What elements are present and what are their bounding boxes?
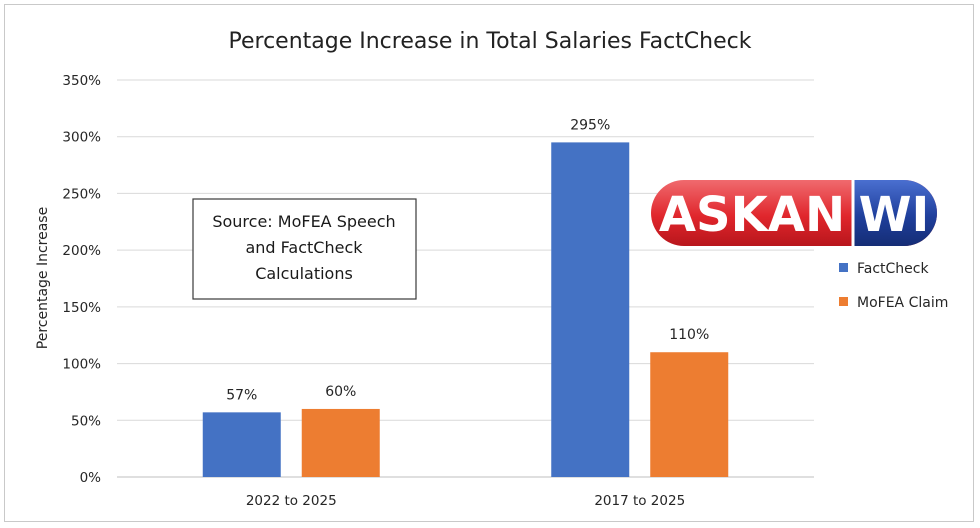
data-label: 57%: [226, 387, 257, 403]
y-tick-label: 150%: [62, 300, 101, 316]
annotation-line-3: Calculations: [255, 264, 353, 283]
bar-mofea-claim: [650, 352, 729, 477]
bar-factcheck: [551, 142, 630, 477]
annotation-line-1: Source: MoFEA Speech: [212, 212, 395, 231]
legend: FactCheck MoFEA Claim: [839, 261, 948, 311]
y-axis-ticks: 0% 50% 100% 150% 200% 250% 300% 350%: [62, 73, 101, 486]
logo-text-wi: WI: [859, 187, 930, 243]
logo-blue-segment: [853, 180, 937, 246]
legend-swatch: [839, 263, 848, 272]
logo-text-askan: ASKAN: [659, 187, 845, 243]
askanwi-logo: ASKAN WI: [651, 180, 937, 246]
y-axis-label: Percentage Increase: [35, 207, 51, 349]
y-tick-label: 300%: [62, 130, 101, 146]
data-label: 60%: [325, 384, 356, 400]
x-axis-ticks: 2022 to 2025 2017 to 2025: [246, 493, 685, 509]
y-tick-label: 0%: [80, 470, 102, 486]
chart-frame: [4, 4, 974, 522]
y-tick-label: 350%: [62, 73, 101, 89]
annotation-line-2: and FactCheck: [245, 238, 363, 257]
bar-factcheck: [202, 412, 281, 477]
y-tick-label: 200%: [62, 243, 101, 259]
chart-title: Percentage Increase in Total Salaries Fa…: [229, 29, 752, 54]
data-label: 295%: [570, 117, 610, 133]
data-label: 110%: [669, 327, 709, 343]
bar-mofea-claim: [301, 408, 380, 477]
y-tick-label: 50%: [71, 413, 101, 429]
legend-label: MoFEA Claim: [857, 295, 948, 311]
data-labels: 57% 60% 295% 110%: [226, 117, 709, 403]
source-annotation: Source: MoFEA Speech and FactCheck Calcu…: [192, 198, 417, 300]
y-tick-label: 250%: [62, 186, 101, 202]
legend-swatch: [839, 297, 848, 306]
annotation-box: [192, 198, 417, 300]
x-tick-label: 2022 to 2025: [246, 493, 337, 509]
bars: [202, 142, 729, 477]
y-tick-label: 100%: [62, 357, 101, 373]
x-tick-label: 2017 to 2025: [594, 493, 685, 509]
legend-label: FactCheck: [857, 261, 929, 277]
